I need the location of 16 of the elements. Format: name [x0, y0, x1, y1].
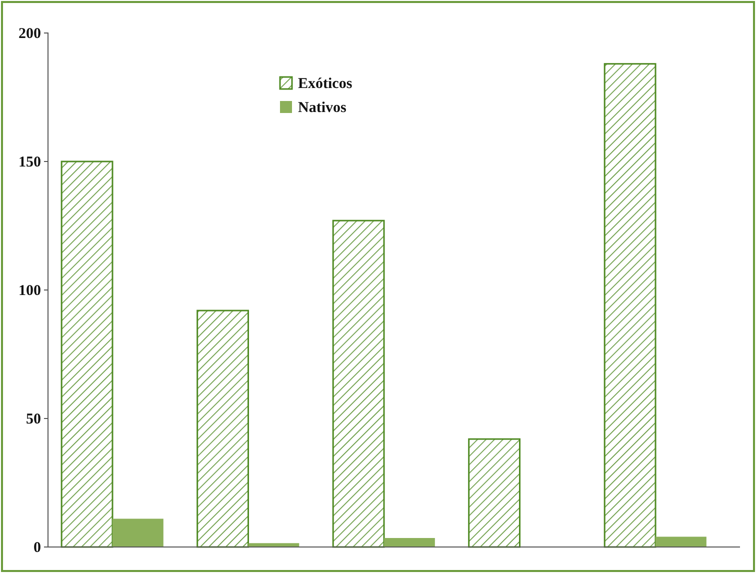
y-tick-label: 150: [18, 154, 41, 170]
bar: [656, 536, 706, 547]
legend-label: Nativos: [298, 100, 346, 116]
bar: [112, 518, 164, 547]
y-tick-label: 100: [18, 282, 41, 299]
bar: [248, 543, 300, 547]
bar: [604, 63, 656, 548]
bar: [384, 538, 435, 547]
bar: [468, 438, 521, 548]
legend-label: Exóticos: [298, 76, 352, 92]
y-tick-label: 200: [18, 26, 41, 42]
bar: [196, 310, 249, 548]
y-tick-label: 0: [34, 540, 41, 556]
bar: [60, 160, 114, 548]
y-tick-label: 50: [26, 411, 41, 428]
bar: [332, 220, 385, 548]
